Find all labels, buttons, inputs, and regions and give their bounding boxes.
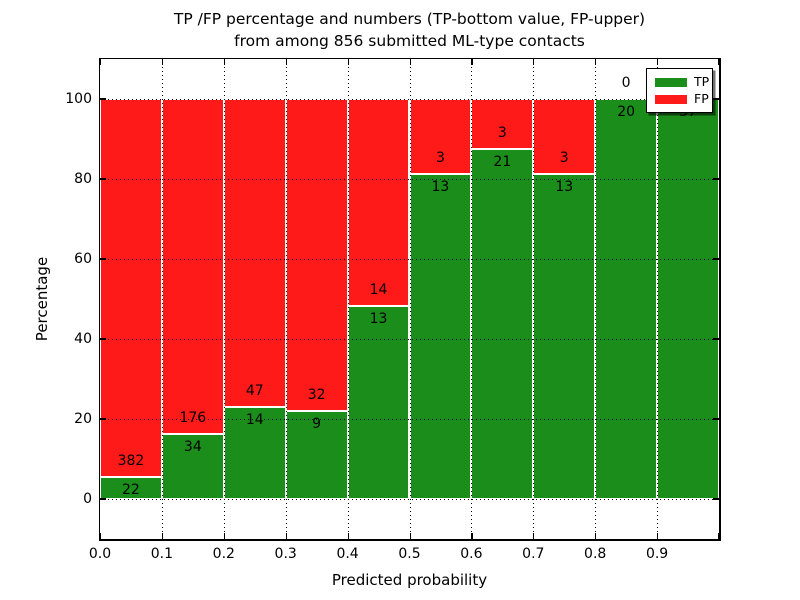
plot-area: 382221763447143291413313321313020037 TP … xyxy=(98,57,721,541)
bar-fp-0 xyxy=(100,99,162,478)
bar-label-tp-2: 14 xyxy=(245,412,264,429)
bar-column-6 xyxy=(471,99,534,499)
y-axis-label: Percentage xyxy=(33,256,51,342)
bar-column-7 xyxy=(533,99,596,499)
x-tick-label-0.9: 0.9 xyxy=(645,546,669,562)
x-tick-label-0.7: 0.7 xyxy=(522,546,545,562)
bar-label-fp-6: 3 xyxy=(497,125,507,141)
legend: TP FP xyxy=(646,68,713,113)
legend-entry-fp: FP xyxy=(655,91,712,108)
bar-label-fp-0: 382 xyxy=(117,453,145,470)
y-tick-label-100: 100 xyxy=(65,91,92,107)
bar-tp-5 xyxy=(409,174,472,499)
top-spine xyxy=(98,57,721,59)
bar-fp-3 xyxy=(285,99,348,412)
x-tick-label-0.1: 0.1 xyxy=(150,546,174,562)
chart-title-line2: from among 856 submitted ML-type contact… xyxy=(234,32,585,50)
bar-label-fp-3: 32 xyxy=(307,387,326,404)
bottom-spine xyxy=(98,539,721,541)
bar-column-4 xyxy=(347,99,410,499)
legend-label-tp: TP xyxy=(694,74,710,90)
bar-column-1 xyxy=(161,99,224,499)
bar-label-tp-3: 9 xyxy=(312,416,322,433)
x-tick-label-0.2: 0.2 xyxy=(212,546,235,562)
bar-label-fp-2: 47 xyxy=(245,383,264,400)
right-spine xyxy=(719,57,721,541)
bar-fp-4 xyxy=(347,99,410,307)
bar-tp-0 xyxy=(100,477,162,499)
y-tick-label-80: 80 xyxy=(74,171,92,187)
bar-column-0 xyxy=(100,99,162,499)
x-tick-label-0.8: 0.8 xyxy=(584,546,607,562)
x-tick-label-0.0: 0.0 xyxy=(88,546,112,562)
bar-label-fp-4: 14 xyxy=(369,282,388,299)
y-tick-label-20: 20 xyxy=(74,411,92,427)
bar-label-tp-5: 13 xyxy=(431,179,450,195)
y-tick-label-40: 40 xyxy=(74,331,92,347)
bar-tp-9 xyxy=(657,99,719,499)
bar-column-5 xyxy=(409,99,472,499)
bar-label-tp-4: 13 xyxy=(369,311,388,328)
bar-fp-1 xyxy=(161,99,224,435)
bar-tp-6 xyxy=(471,149,534,499)
bars-layer xyxy=(100,59,719,539)
x-tick-label-0.4: 0.4 xyxy=(336,546,359,562)
legend-label-fp: FP xyxy=(694,91,709,107)
bar-label-tp-1: 34 xyxy=(183,439,202,456)
bar-tp-7 xyxy=(533,174,596,499)
bar-column-9 xyxy=(657,99,719,499)
bar-labels-layer: 382221763447143291413313321313020037 xyxy=(100,59,719,539)
x-axis-label: Predicted probability xyxy=(331,571,488,589)
bar-label-tp-7: 13 xyxy=(555,179,574,195)
bar-label-tp-6: 21 xyxy=(493,154,512,170)
x-tick-label-0.6: 0.6 xyxy=(460,546,483,562)
x-tick-label-0.5: 0.5 xyxy=(398,546,421,562)
y-tick-label-60: 60 xyxy=(74,251,92,267)
tp-swatch-icon xyxy=(655,78,687,87)
bar-label-fp-7: 3 xyxy=(559,150,569,166)
legend-entry-tp: TP xyxy=(655,74,712,91)
bar-label-tp-8: 20 xyxy=(617,104,636,120)
chart-title: TP /FP percentage and numbers (TP-bottom… xyxy=(100,8,719,52)
bar-label-fp-8: 0 xyxy=(621,75,631,91)
bar-label-tp-0: 22 xyxy=(122,482,140,499)
x-tick-label-0.3: 0.3 xyxy=(274,546,297,562)
chart-title-line1: TP /FP percentage and numbers (TP-bottom… xyxy=(173,10,646,28)
left-spine xyxy=(98,57,100,541)
fp-swatch-icon xyxy=(655,95,687,104)
bar-column-3 xyxy=(285,99,348,499)
bar-fp-7 xyxy=(533,99,596,174)
bar-label-fp-1: 176 xyxy=(179,410,207,427)
y-tick-label-0: 0 xyxy=(83,491,92,507)
bar-tp-1 xyxy=(161,434,224,499)
bar-label-fp-5: 3 xyxy=(435,150,445,166)
